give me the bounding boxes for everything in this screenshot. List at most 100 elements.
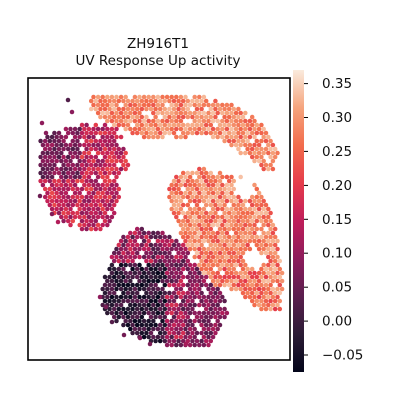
scatter-point	[181, 331, 186, 336]
scatter-point	[163, 235, 168, 240]
scatter-point	[52, 163, 57, 168]
scatter-point	[209, 195, 214, 200]
scatter-point	[158, 299, 163, 304]
scatter-point	[234, 135, 239, 140]
scatter-point	[43, 179, 48, 184]
scatter-point	[218, 307, 223, 312]
scatter-point	[84, 139, 89, 144]
scatter-point	[105, 223, 110, 228]
scatter-point	[179, 183, 184, 188]
scatter-point	[165, 111, 170, 116]
scatter-point	[197, 311, 202, 316]
scatter-point	[174, 255, 179, 260]
scatter-point	[252, 303, 257, 308]
scatter-point	[71, 139, 76, 144]
scatter-point	[94, 147, 99, 152]
scatter-point	[204, 283, 209, 288]
scatter-point	[278, 283, 283, 288]
scatter-point	[135, 123, 140, 128]
scatter-point	[87, 199, 92, 204]
scatter-point	[140, 331, 145, 336]
scatter-point	[82, 159, 87, 164]
scatter-point	[192, 303, 197, 308]
scatter-point	[123, 103, 128, 108]
scatter-point	[199, 123, 204, 128]
scatter-point	[151, 255, 156, 260]
scatter-point	[96, 215, 101, 220]
scatter-point	[105, 215, 110, 220]
scatter-point	[261, 223, 266, 228]
scatter-point	[206, 191, 211, 196]
scatter-point	[105, 95, 110, 100]
scatter-point	[135, 107, 140, 112]
scatter-point	[119, 159, 124, 164]
scatter-point	[149, 275, 154, 280]
scatter-point	[238, 255, 243, 260]
scatter-point	[211, 231, 216, 236]
scatter-point	[186, 243, 191, 248]
scatter-point	[167, 323, 172, 328]
scatter-point	[257, 279, 262, 284]
scatter-point	[114, 295, 119, 300]
scatter-point	[103, 291, 108, 296]
scatter-point	[96, 111, 101, 116]
chart-title: ZH916T1	[127, 36, 189, 52]
scatter-point	[38, 163, 43, 168]
scatter-point	[232, 131, 237, 136]
scatter-point	[142, 127, 147, 132]
scatter-point	[151, 295, 156, 300]
scatter-point	[257, 215, 262, 220]
scatter-point	[241, 291, 246, 296]
scatter-point	[94, 155, 99, 160]
scatter-point	[50, 212, 55, 217]
scatter-point	[68, 199, 73, 204]
scatter-point	[52, 139, 57, 144]
scatter-point	[105, 175, 110, 180]
scatter-point	[179, 207, 184, 212]
scatter-point	[52, 155, 57, 160]
scatter-point	[273, 227, 278, 232]
scatter-point	[77, 191, 82, 196]
scatter-point	[50, 207, 55, 212]
scatter-point	[176, 267, 181, 272]
scatter-point	[222, 195, 227, 200]
scatter-point	[57, 171, 62, 176]
scatter-point	[151, 311, 156, 316]
scatter-point	[123, 127, 128, 132]
scatter-point	[82, 175, 87, 180]
scatter-point	[259, 267, 264, 272]
scatter-point	[110, 303, 115, 308]
scatter-point	[64, 167, 69, 172]
scatter-point	[255, 155, 260, 160]
scatter-point	[197, 295, 202, 300]
scatter-point	[227, 195, 232, 200]
scatter-point	[82, 207, 87, 212]
scatter-point	[140, 315, 145, 320]
scatter-point	[232, 139, 237, 144]
scatter-point	[176, 243, 181, 248]
scatter-point	[195, 99, 200, 104]
scatter-point	[218, 315, 223, 320]
scatter-point	[114, 95, 119, 100]
scatter-point	[257, 271, 262, 276]
scatter-point	[211, 191, 216, 196]
scatter-point	[82, 151, 87, 156]
scatter-point	[220, 263, 225, 268]
scatter-point	[261, 231, 266, 236]
scatter-point	[138, 336, 143, 341]
scatter-point	[110, 215, 115, 220]
scatter-point	[112, 139, 117, 144]
scatter-point	[169, 199, 174, 204]
scatter-point	[103, 171, 108, 176]
scatter-point	[105, 127, 110, 132]
scatter-point	[209, 187, 214, 192]
scatter-point	[156, 311, 161, 316]
scatter-point	[50, 183, 55, 188]
scatter-point	[165, 95, 170, 100]
scatter-point	[202, 303, 207, 308]
scatter-point	[149, 243, 154, 248]
scatter-point	[126, 243, 131, 248]
scatter-point	[112, 115, 117, 120]
scatter-point	[250, 299, 255, 304]
scatter-point	[169, 111, 174, 116]
